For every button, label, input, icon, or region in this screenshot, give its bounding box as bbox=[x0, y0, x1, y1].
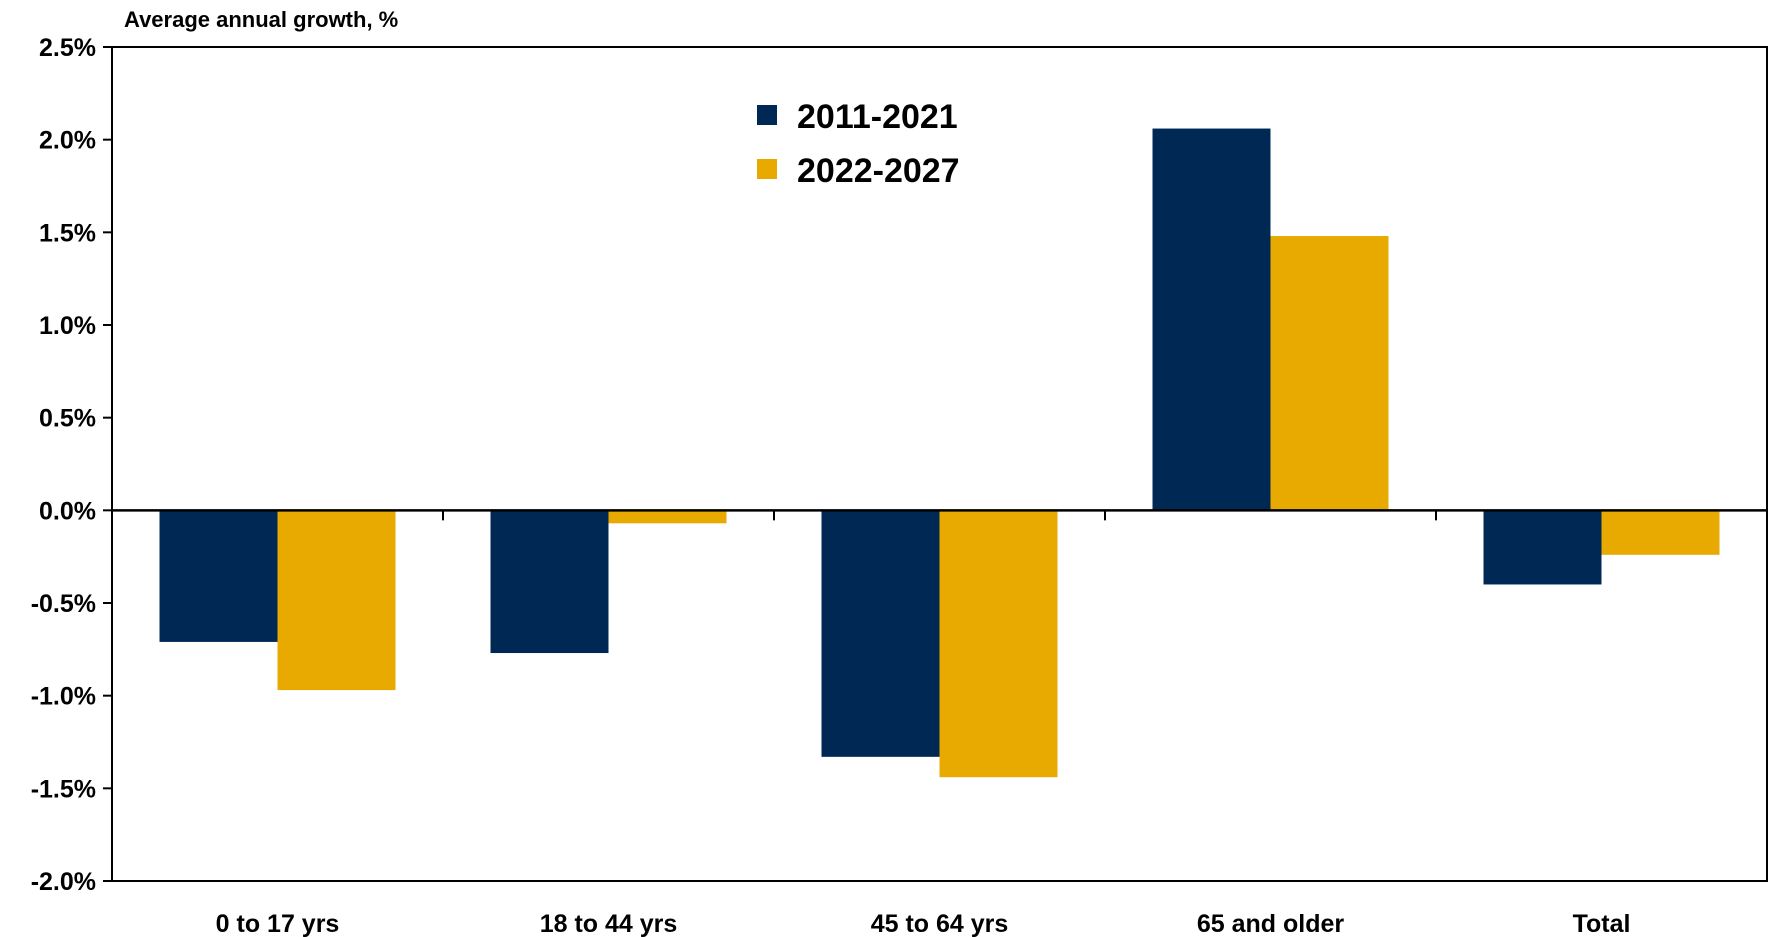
y-tick-label: -2.0% bbox=[31, 868, 96, 896]
y-tick-label: 1.0% bbox=[39, 312, 96, 340]
y-tick-label: 2.5% bbox=[39, 34, 96, 62]
y-tick-label: -1.0% bbox=[31, 683, 96, 711]
y-tick-label: 0.5% bbox=[39, 405, 96, 433]
bar-2022-2027-total bbox=[1601, 510, 1720, 555]
category-labels-group: 0 to 17 yrs 18 to 44 yrs 45 to 64 yrs 65 an… bbox=[216, 910, 1631, 937]
plot-area bbox=[111, 46, 1768, 882]
legend-swatch bbox=[757, 105, 777, 125]
bars-group bbox=[159, 128, 1720, 778]
y-axis-label: Average annual growth, % bbox=[124, 7, 398, 32]
x-category-label: 0 to 17 yrs bbox=[216, 910, 340, 937]
bar-2011-2021-total bbox=[1483, 510, 1602, 585]
bar-2011-2021-45-to-64-yrs bbox=[821, 510, 940, 757]
bar-2011-2021-65-and-older bbox=[1152, 128, 1271, 511]
bar-2022-2027-45-to-64-yrs bbox=[939, 510, 1058, 778]
x-category-label: 45 to 64 yrs bbox=[871, 910, 1009, 937]
y-tick-label: 2.0% bbox=[39, 127, 96, 155]
bar-2011-2021-0-to-17-yrs bbox=[159, 510, 278, 642]
bar-2011-2021-18-to-44-yrs bbox=[490, 510, 609, 654]
y-tick-label: -1.5% bbox=[31, 775, 96, 803]
x-category-label: 65 and older bbox=[1197, 910, 1345, 937]
bar-2022-2027-18-to-44-yrs bbox=[608, 510, 727, 524]
y-ticks-group: 2.5% 2.0% 1.5% 1.0% 0.5% 0.0% -0.5% -1.0% -1.5% -… bbox=[31, 34, 112, 896]
x-category-label: Total bbox=[1573, 910, 1631, 937]
y-tick-label: 0.0% bbox=[39, 497, 96, 525]
legend-swatch bbox=[757, 159, 777, 179]
y-tick-label: 1.5% bbox=[39, 219, 96, 247]
legend-label: 2022-2027 bbox=[797, 152, 960, 190]
legend: 2011-2021 2022-2027 bbox=[757, 98, 960, 190]
y-tick-label: -0.5% bbox=[31, 590, 96, 618]
x-category-label: 18 to 44 yrs bbox=[540, 910, 678, 937]
legend-label: 2011-2021 bbox=[797, 98, 958, 136]
bar-2022-2027-0-to-17-yrs bbox=[277, 510, 396, 691]
bar-2022-2027-65-and-older bbox=[1270, 236, 1389, 511]
x-ticks-group bbox=[442, 510, 1437, 521]
